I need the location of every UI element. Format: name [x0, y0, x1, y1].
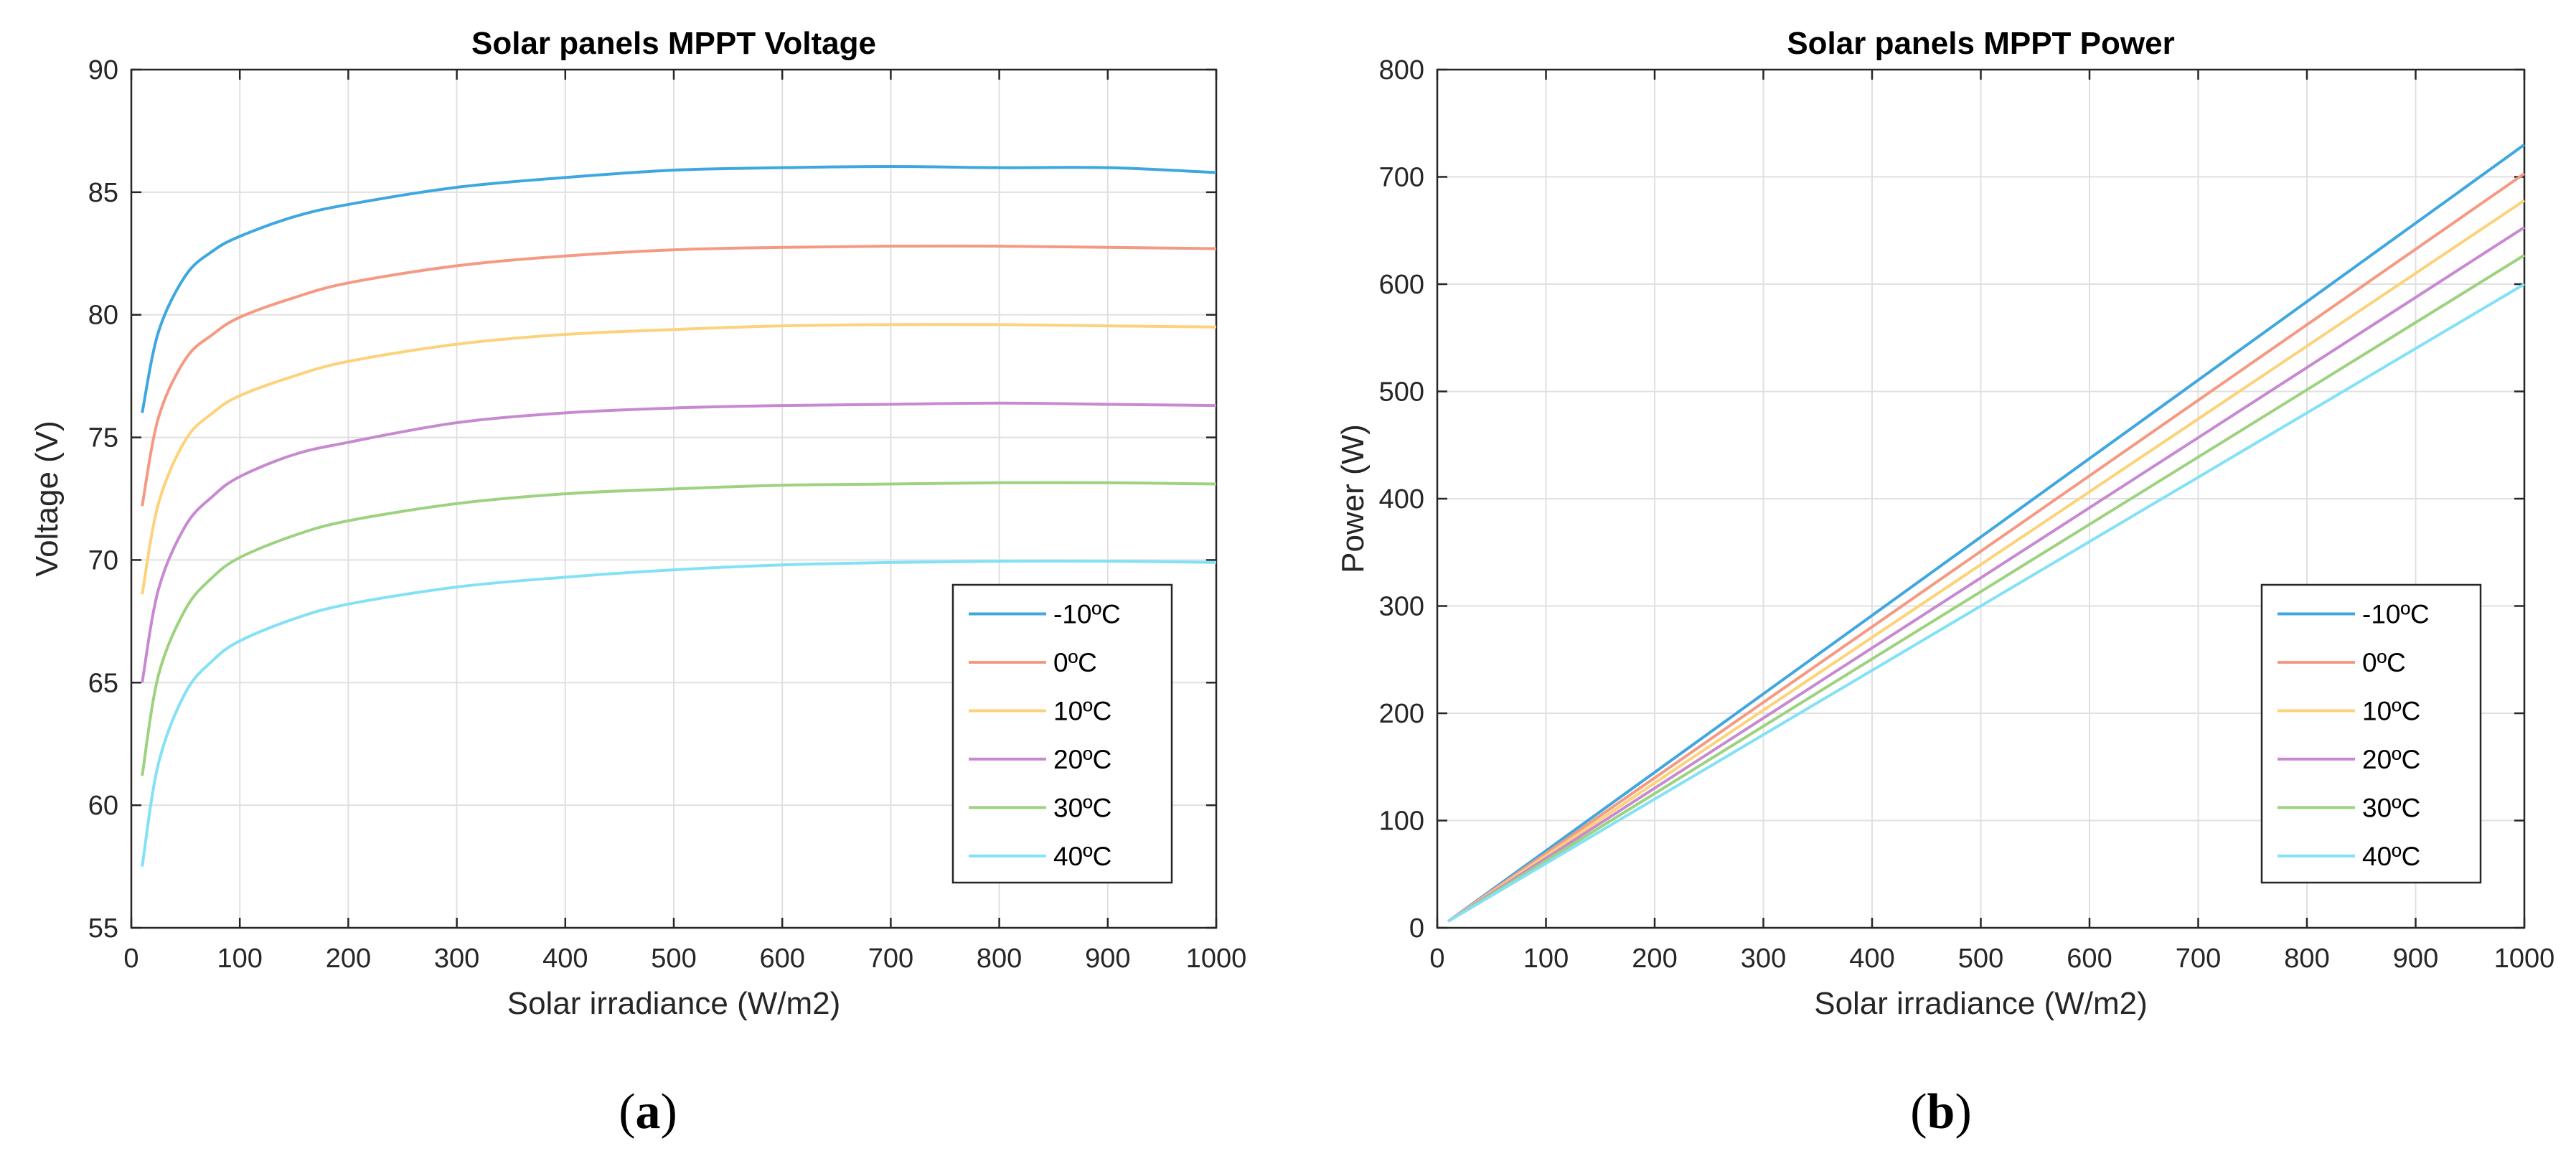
- y-tick-label: 700: [1379, 163, 1424, 193]
- y-tick-label: 60: [88, 791, 118, 821]
- x-tick-label: 600: [2067, 944, 2112, 974]
- series-line-0ºC: [1447, 172, 2526, 923]
- series-line--10ºC: [141, 164, 1217, 413]
- legend-label: 20ºC: [2362, 745, 2420, 774]
- series-line-30ºC: [141, 481, 1217, 776]
- y-tick-label: 0: [1409, 913, 1424, 944]
- legend-label: -10ºC: [1053, 599, 1121, 629]
- y-tick-label: 90: [88, 55, 118, 85]
- series-line-30ºC: [1447, 253, 2526, 923]
- x-tick-label: 400: [1849, 944, 1894, 974]
- legend-label: 30ºC: [2362, 793, 2420, 822]
- x-tick-label: 400: [542, 944, 588, 974]
- x-tick-label: 800: [977, 944, 1022, 974]
- x-tick-label: 100: [217, 944, 262, 974]
- legend-label: 40ºC: [1053, 842, 1111, 871]
- x-tick-label: 1000: [1186, 944, 1247, 974]
- y-tick-label: 55: [88, 913, 118, 944]
- legend-label: 0ºC: [2362, 648, 2406, 677]
- legend: -10ºC 0ºC 10ºC 20ºC 30ºC 40ºC: [951, 583, 1173, 884]
- caption-a: (a): [619, 1084, 677, 1139]
- y-tick-label: 800: [1379, 55, 1424, 85]
- x-tick-label: 700: [868, 944, 913, 974]
- x-tick-label: 200: [1632, 944, 1677, 974]
- series-line-10ºC: [141, 323, 1217, 595]
- chart-title: Solar panels MPPT Voltage: [471, 26, 876, 61]
- series-line-40ºC: [1447, 283, 2526, 923]
- y-tick-label: 500: [1379, 377, 1424, 408]
- y-tick-label: 600: [1379, 270, 1424, 300]
- y-tick-label: 80: [88, 301, 118, 331]
- y-tick-label: 200: [1379, 699, 1424, 729]
- x-tick-label: 800: [2284, 944, 2329, 974]
- caption-b: (b): [1910, 1084, 1972, 1139]
- chart-title: Solar panels MPPT Power: [1787, 26, 2174, 61]
- x-tick-label: 900: [2393, 944, 2438, 974]
- x-tick-label: 300: [1741, 944, 1786, 974]
- x-tick-label: 0: [123, 944, 138, 974]
- y-tick-label: 100: [1379, 807, 1424, 837]
- x-tick-label: 500: [1958, 944, 2003, 974]
- x-tick-label: 200: [326, 944, 371, 974]
- series-line-10ºC: [1447, 199, 2526, 923]
- series-line-0ºC: [141, 244, 1217, 507]
- legend-label: 40ºC: [2362, 842, 2420, 871]
- chart-voltage: 0 100 200 300 400 500 600 700 800 900 1000 55 60 65 70…: [29, 26, 1246, 1021]
- legend-label: 30ºC: [1053, 793, 1111, 822]
- x-tick-label: 1000: [2494, 944, 2555, 974]
- x-tick-label: 300: [434, 944, 479, 974]
- x-tick-label: 500: [651, 944, 696, 974]
- x-tick-label: 700: [2176, 944, 2221, 974]
- series-line--10ºC: [1447, 144, 2526, 923]
- x-tick-label: 600: [759, 944, 804, 974]
- x-axis-label: Solar irradiance (W/m2): [507, 986, 841, 1021]
- x-tick-label: 900: [1085, 944, 1130, 974]
- y-tick-label: 70: [88, 545, 118, 575]
- y-tick-label: 65: [88, 668, 118, 698]
- legend-label: 0ºC: [1053, 648, 1097, 677]
- y-tick-label: 75: [88, 423, 118, 454]
- series-line-20ºC: [1447, 226, 2526, 923]
- legend-label: -10ºC: [2362, 599, 2430, 629]
- series-line-40ºC: [141, 559, 1217, 867]
- legend-label: 10ºC: [1053, 696, 1111, 725]
- y-tick-label: 300: [1379, 592, 1424, 622]
- y-tick-label: 85: [88, 178, 118, 208]
- legend-label: 20ºC: [1053, 745, 1111, 774]
- x-tick-label: 0: [1429, 944, 1444, 974]
- y-tick-label: 400: [1379, 484, 1424, 514]
- legend: -10ºC 0ºC 10ºC 20ºC 30ºC 40ºC: [2260, 583, 2482, 884]
- chart-power: 0 100 200 300 400 500 600 700 800 900 1000 0 100 200 3…: [1335, 26, 2554, 1021]
- legend-box: [2260, 583, 2482, 884]
- legend-box: [951, 583, 1173, 884]
- legend-label: 10ºC: [2362, 696, 2420, 725]
- x-axis-label: Solar irradiance (W/m2): [1814, 986, 2148, 1021]
- y-axis-label: Power (W): [1335, 424, 1371, 573]
- y-axis-label: Voltage (V): [29, 420, 65, 577]
- series-line-20ºC: [141, 401, 1217, 683]
- x-tick-label: 100: [1523, 944, 1569, 974]
